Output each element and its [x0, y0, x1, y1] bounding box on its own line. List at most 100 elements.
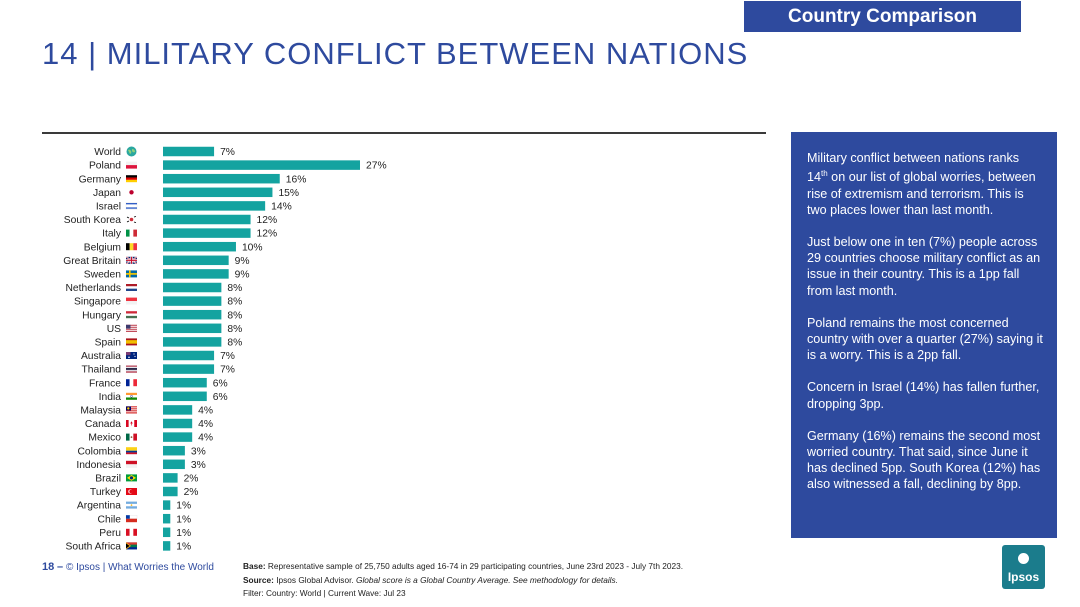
category-label-brazil: Brazil: [95, 474, 121, 485]
category-label-belgium: Belgium: [84, 242, 121, 253]
value-label-italy: 12%: [257, 229, 278, 240]
category-label-malaysia: Malaysia: [80, 406, 121, 417]
category-label-thailand: Thailand: [82, 365, 122, 376]
bar-france: [163, 377, 207, 388]
bar-great-britain: [163, 255, 229, 266]
bar-mexico: [163, 432, 193, 442]
value-label-spain: 8%: [227, 338, 242, 349]
bar-colombia: [163, 445, 185, 456]
hungary-flag-icon: [126, 311, 137, 319]
category-label-canada: Canada: [85, 419, 121, 430]
bar-brazil: [163, 473, 178, 483]
commentary-paragraph-5: Germany (16%) remains the second most wo…: [807, 428, 1041, 492]
japan-flag-icon: [129, 190, 134, 195]
bar-turkey: [163, 486, 178, 497]
bar-singapore: [163, 296, 222, 306]
australia-flag-icon: [126, 352, 137, 359]
category-label-indonesia: Indonesia: [76, 460, 121, 471]
bar-indonesia: [163, 459, 185, 470]
source-note: Source: Ipsos Global Advisor. Global sco…: [243, 574, 618, 585]
germany-flag-icon: [126, 175, 137, 183]
bar-israel: [163, 201, 266, 211]
value-label-israel: 14%: [271, 202, 292, 213]
poland-flag-icon: [126, 161, 137, 169]
category-label-italy: Italy: [102, 229, 122, 240]
bar-us: [163, 323, 222, 334]
footer-copyright: 18 – © Ipsos | What Worries the World: [42, 561, 214, 573]
footnotes: Base: Representative sample of 25,750 ad…: [243, 560, 683, 601]
belgium-flag-icon: [126, 243, 137, 251]
bar-hungary: [163, 309, 222, 320]
filter-note: Filter: Country: World | Current Wave: J…: [243, 588, 406, 598]
value-label-poland: 27%: [366, 161, 387, 172]
mexico-flag-icon: [126, 433, 137, 441]
ipsos-logo: Ipsos: [1002, 545, 1045, 589]
category-label-peru: Peru: [99, 528, 121, 539]
value-label-canada: 4%: [198, 419, 213, 430]
bar-malaysia: [163, 405, 193, 415]
bar-canada: [163, 418, 193, 429]
category-label-argentina: Argentina: [77, 501, 121, 512]
bar-japan: [163, 187, 273, 198]
bar-south-korea: [163, 214, 251, 225]
bar-spain: [163, 337, 222, 347]
canada-flag-icon: [126, 420, 137, 427]
value-label-south-korea: 12%: [257, 215, 278, 226]
value-label-belgium: 10%: [242, 242, 263, 253]
bar-chile: [163, 513, 171, 524]
value-label-mexico: 4%: [198, 433, 213, 444]
value-label-south-africa: 1%: [176, 542, 191, 553]
value-label-argentina: 1%: [176, 501, 191, 512]
category-label-colombia: Colombia: [78, 446, 122, 457]
commentary-paragraph-2: Just below one in ten (7%) people across…: [807, 235, 1041, 298]
bar-peru: [163, 527, 171, 538]
bar-south-africa: [163, 541, 171, 551]
category-label-mexico: Mexico: [88, 433, 121, 444]
value-label-france: 6%: [213, 378, 228, 389]
page-number: 18: [42, 561, 55, 573]
colombia-flag-icon: [126, 447, 137, 455]
page-title: 14 | MILITARY CONFLICT BETWEEN NATIONS: [42, 36, 749, 71]
globe-icon: [126, 146, 137, 157]
bar-germany: [163, 173, 280, 184]
sweden-flag-icon: [126, 270, 137, 278]
category-label-south-africa: South Africa: [65, 542, 121, 553]
turkey-flag-icon: [126, 488, 137, 495]
logo-dot-icon: [1018, 553, 1029, 564]
value-label-thailand: 7%: [220, 365, 235, 376]
value-label-germany: 16%: [286, 174, 307, 185]
value-label-colombia: 3%: [191, 446, 206, 457]
category-label-poland: Poland: [89, 161, 121, 172]
value-label-indonesia: 3%: [191, 460, 206, 471]
value-label-great-britain: 9%: [235, 256, 250, 267]
value-label-india: 6%: [213, 392, 228, 403]
value-label-malaysia: 4%: [198, 406, 213, 417]
value-label-australia: 7%: [220, 351, 235, 362]
spain-flag-icon: [126, 338, 137, 346]
singapore-flag-icon: [126, 297, 137, 305]
category-label-singapore: Singapore: [74, 297, 121, 308]
category-label-turkey: Turkey: [90, 487, 122, 498]
bar-india: [163, 391, 207, 402]
value-label-hungary: 8%: [227, 310, 242, 321]
bar-australia: [163, 350, 215, 361]
thailand-flag-icon: [126, 365, 137, 373]
bar-thailand: [163, 364, 215, 374]
value-label-singapore: 8%: [227, 297, 242, 308]
france-flag-icon: [126, 379, 137, 387]
value-label-peru: 1%: [176, 528, 191, 539]
logo-text: Ipsos: [1007, 570, 1040, 584]
netherlands-flag-icon: [126, 284, 137, 291]
page-dash: –: [57, 561, 64, 573]
bar-argentina: [163, 500, 171, 510]
copyright-text: © Ipsos | What Worries the World: [65, 562, 214, 573]
category-label-france: France: [89, 378, 121, 389]
chile-flag-icon: [125, 515, 138, 523]
bar-belgium: [163, 241, 236, 252]
india-flag-icon: [126, 392, 137, 400]
category-label-great-britain: Great Britain: [63, 256, 121, 267]
value-label-chile: 1%: [176, 514, 191, 525]
bar-netherlands: [163, 282, 222, 293]
title-divider: [42, 132, 766, 134]
category-label-us: US: [107, 324, 121, 335]
